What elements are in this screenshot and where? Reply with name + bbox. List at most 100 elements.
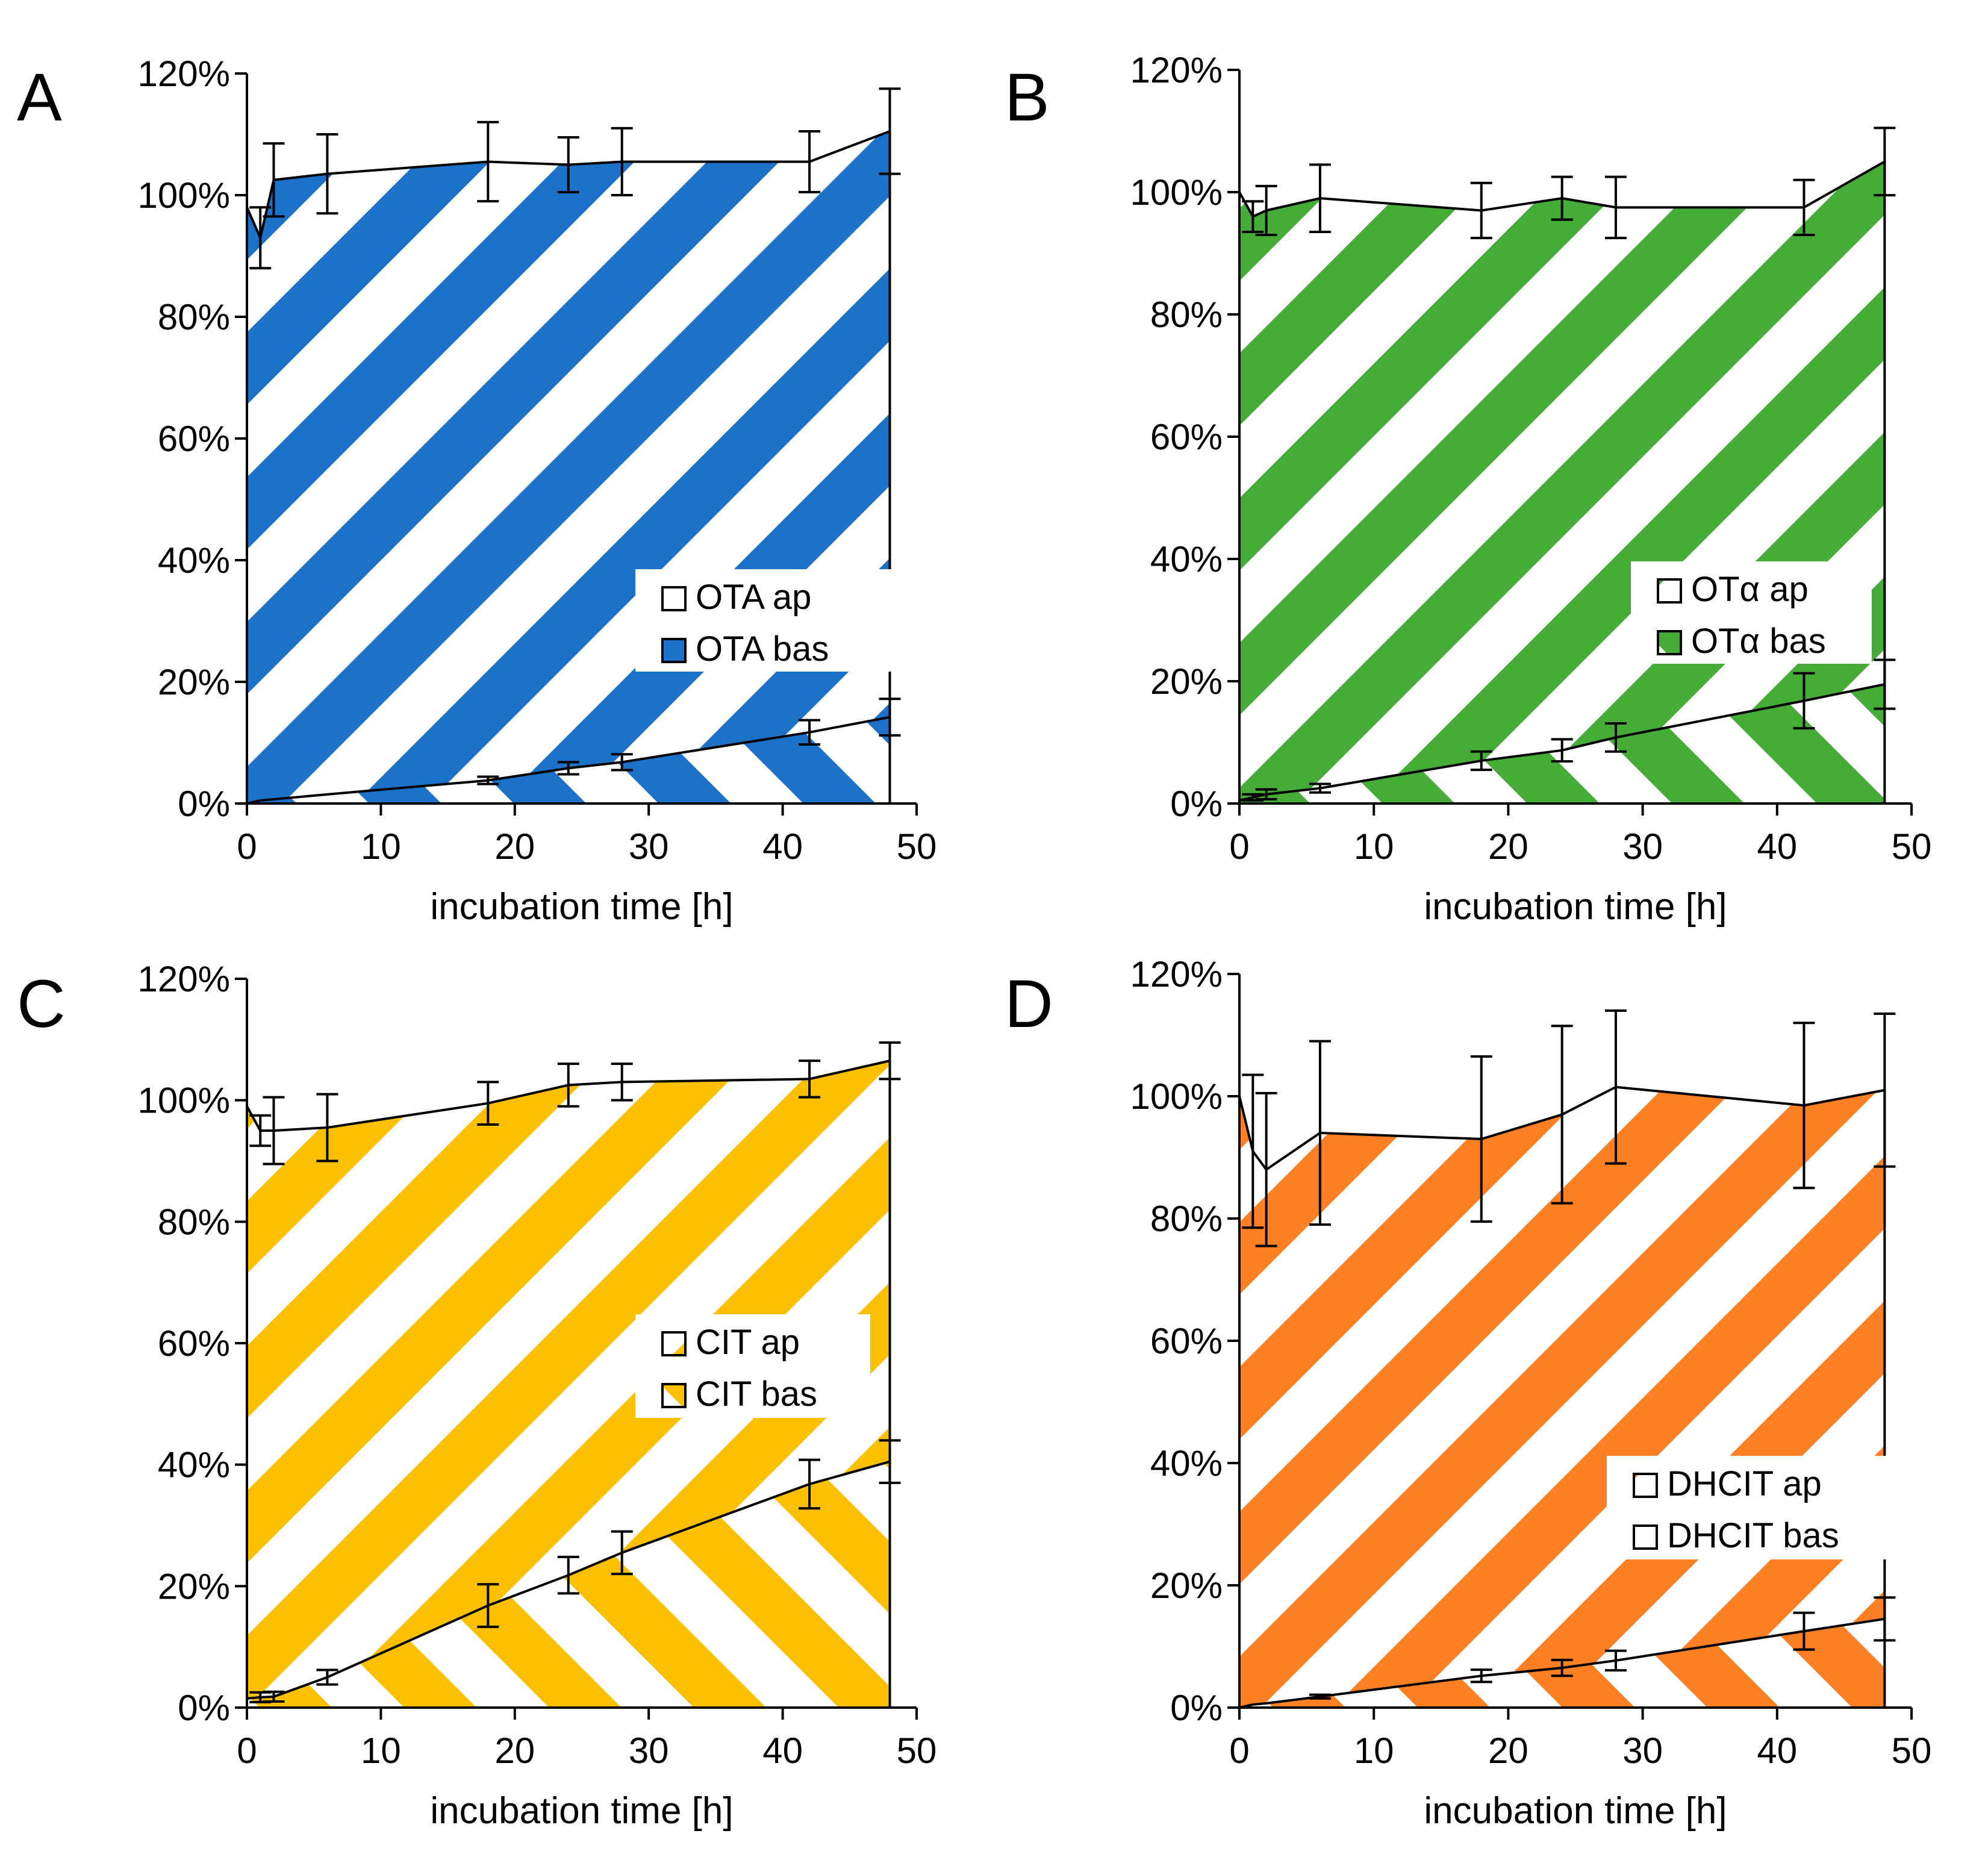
errorbar-otα-ap — [1604, 175, 1627, 240]
x-tick-label: 10 — [1354, 826, 1394, 867]
legend-swatch — [1657, 578, 1682, 604]
x-tick-label: 10 — [361, 1730, 401, 1771]
area-ota-bas — [247, 717, 890, 804]
panel-label: A — [17, 60, 62, 135]
legend-swatch — [661, 1383, 687, 1408]
errorbar-ota-bas — [557, 761, 579, 776]
errorbar-otα-bas — [1470, 750, 1492, 772]
errorbar-dhcit-ap — [1551, 1025, 1573, 1205]
x-axis-label: incubation time [h] — [430, 1790, 733, 1832]
errorbar-otα-bas — [1874, 658, 1896, 710]
legend-entry: DHCIT ap — [1667, 1464, 1822, 1503]
y-tick-label: 80% — [158, 297, 230, 337]
errorbar-dhcit-ap — [1242, 1073, 1264, 1229]
area-dhcit-bas — [1239, 1618, 1885, 1708]
panel-d: 0% 20% 40% 60% 80% 100% 120% 0 10 20 30 40 50 incubat… — [1005, 954, 1931, 1832]
y-tick-label: 40% — [1150, 539, 1223, 579]
errorbar-dhcit-bas — [1309, 1693, 1331, 1700]
legend-entry: OTα bas — [1691, 622, 1826, 661]
errorbar-cit-bas — [263, 1690, 285, 1703]
errorbar-cit-ap — [477, 1081, 499, 1126]
errorbar-cit-ap — [316, 1093, 338, 1162]
y-tick-label: 100% — [138, 175, 230, 216]
y-tick-label: 0% — [178, 784, 230, 824]
errorbar-cit-bas — [477, 1583, 499, 1628]
legend-swatch — [661, 586, 687, 611]
errorbar-otα-ap — [1242, 200, 1264, 233]
y-tick-label: 120% — [138, 54, 230, 94]
errorbar-cit-bas — [799, 1458, 821, 1510]
errorbar-ota-ap — [316, 133, 338, 215]
x-tick-label: 30 — [629, 1730, 669, 1771]
x-tick-label: 20 — [1488, 826, 1528, 867]
x-tick-label: 50 — [1892, 1730, 1932, 1771]
area-ota-ap — [247, 131, 890, 804]
y-tick-label: 80% — [1150, 1199, 1223, 1239]
errorbar-ota-ap — [611, 126, 633, 196]
errorbar-ota-bas — [799, 719, 821, 746]
errorbar-cit-bas — [316, 1668, 338, 1686]
errorbar-otα-ap — [1874, 126, 1896, 197]
panel-label: C — [17, 966, 66, 1041]
errorbar-dhcit-bas — [1874, 1596, 1896, 1642]
y-tick-label: 40% — [1150, 1443, 1223, 1484]
errorbar-dhcit-ap — [1874, 1012, 1896, 1168]
errorbar-ota-ap — [879, 87, 901, 175]
y-tick-label: 0% — [178, 1688, 230, 1728]
errorbar-dhcit-ap — [1255, 1091, 1277, 1247]
legend-entry: DHCIT bas — [1667, 1516, 1839, 1555]
y-tick-label: 60% — [158, 1323, 230, 1364]
errorbar-ota-ap — [249, 206, 272, 270]
errorbar-otα-bas — [1793, 672, 1815, 730]
x-tick-label: 30 — [1622, 1730, 1663, 1771]
legend-entry: OTA bas — [696, 629, 829, 669]
y-tick-label: 120% — [1130, 954, 1223, 994]
errorbar-ota-bas — [879, 697, 901, 737]
y-tick-label: 80% — [1150, 295, 1223, 335]
x-tick-label: 50 — [1892, 826, 1932, 867]
y-tick-label: 40% — [158, 540, 230, 581]
x-tick-label: 40 — [1757, 1730, 1797, 1771]
y-tick-label: 20% — [158, 1566, 230, 1606]
panel-b: 0% 20% 40% 60% 80% 100% 120% 0 10 20 30 40 50 incubat… — [1005, 50, 1931, 928]
panel-c: 0% 20% 40% 60% 80% 100% 120% 0 10 20 30 40 50 incubat… — [17, 959, 936, 1832]
y-tick-label: 60% — [1150, 417, 1223, 457]
y-tick-label: 60% — [158, 419, 230, 459]
y-tick-label: 120% — [138, 959, 230, 999]
errorbar-otα-bas — [1242, 793, 1264, 802]
errorbar-cit-bas — [611, 1530, 633, 1576]
x-tick-label: 40 — [762, 1730, 803, 1771]
y-tick-label: 100% — [1130, 172, 1223, 213]
x-tick-label: 0 — [1229, 1730, 1249, 1771]
y-tick-label: 100% — [1130, 1076, 1223, 1117]
x-tick-label: 50 — [897, 826, 937, 867]
errorbar-otα-bas — [1551, 738, 1573, 763]
legend-swatch — [661, 1331, 687, 1356]
panel-label: B — [1005, 60, 1050, 135]
y-tick-label: 20% — [1150, 661, 1223, 702]
x-axis-label: incubation time [h] — [1424, 1790, 1727, 1832]
panel-a: 0% 20% 40% 60% 80% 100% 120% 0 10 20 30 40 50 incubat… — [17, 54, 936, 928]
errorbar-otα-ap — [1255, 184, 1277, 237]
errorbar-dhcit-bas — [1470, 1668, 1492, 1684]
legend: OTA ap OTA bas — [635, 569, 891, 672]
x-tick-label: 0 — [1229, 826, 1249, 867]
x-tick-label: 0 — [237, 1730, 257, 1771]
x-tick-label: 40 — [1757, 826, 1797, 867]
y-tick-label: 20% — [1150, 1565, 1223, 1606]
x-axis-label: incubation time [h] — [430, 886, 733, 928]
errorbar-ota-ap — [263, 142, 285, 218]
x-tick-label: 30 — [629, 826, 669, 867]
errorbar-otα-ap — [1470, 181, 1492, 240]
y-tick-label: 80% — [158, 1202, 230, 1242]
y-tick-label: 20% — [158, 662, 230, 702]
errorbar-otα-ap — [1793, 178, 1815, 237]
x-tick-label: 10 — [361, 826, 401, 867]
errorbar-dhcit-ap — [1793, 1022, 1815, 1190]
area-otα-bas — [1239, 684, 1885, 804]
legend: OTα ap OTα bas — [1631, 561, 1872, 664]
errorbar-ota-ap — [557, 136, 579, 193]
y-tick-label: 0% — [1170, 784, 1223, 824]
x-axis-label: incubation time [h] — [1424, 886, 1727, 928]
